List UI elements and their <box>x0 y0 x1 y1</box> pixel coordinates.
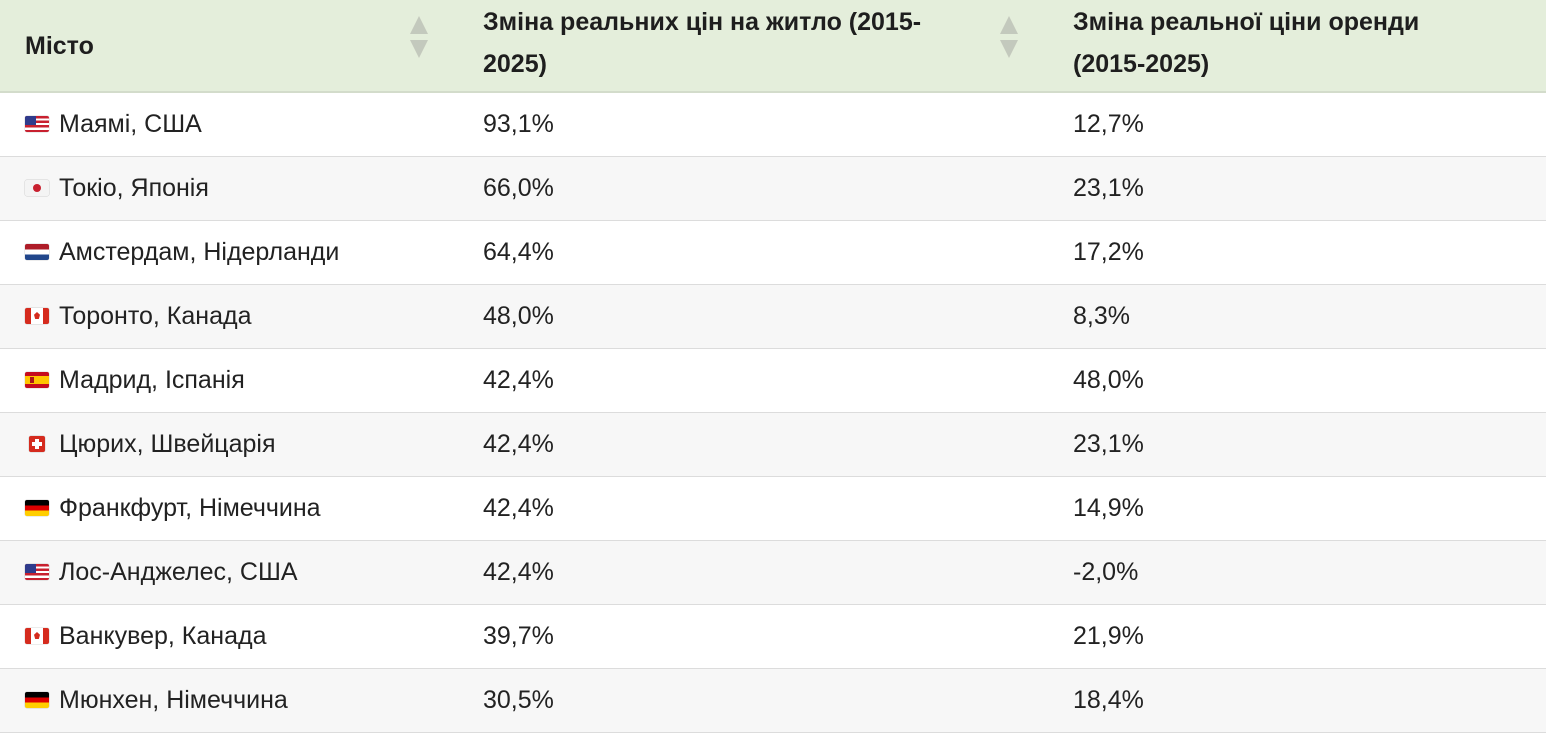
rent-change-cell: 23,1% <box>1048 156 1546 221</box>
city-cell: Ванкувер, Канада <box>0 604 458 669</box>
housing-change-cell: 93,1% <box>458 92 1048 157</box>
city-cell: Амстердам, Нідерланди <box>0 220 458 285</box>
city-cell: Мадрид, Іспанія <box>0 348 458 413</box>
de-flag-icon <box>25 692 49 708</box>
rent-change-cell: -2,0% <box>1048 540 1546 605</box>
housing-change-cell: 66,0% <box>458 156 1048 221</box>
column-header-label: Місто <box>25 31 94 60</box>
city-name: Цюрих, Швейцарія <box>59 429 276 458</box>
table-row: Мадрид, Іспанія 42,4% 48,0% <box>0 348 1546 413</box>
city-cell: Франкфурт, Німеччина <box>0 476 458 541</box>
column-header-city[interactable]: Місто <box>0 0 458 93</box>
ca-flag-icon <box>25 628 49 644</box>
sort-arrows-icon[interactable] <box>410 16 430 60</box>
ca-flag-icon <box>25 308 49 324</box>
housing-change-cell: 42,4% <box>458 412 1048 477</box>
column-header-label: Зміна реальної ціни оренди (2015-2025) <box>1073 7 1420 78</box>
us-flag-icon <box>25 116 49 133</box>
housing-change-cell: 48,0% <box>458 284 1048 349</box>
city-name: Мадрид, Іспанія <box>59 365 245 394</box>
column-header-housing-change[interactable]: Зміна реальних цін на житло (2015-2025) <box>458 0 1048 93</box>
city-name: Лос-Анджелес, США <box>59 557 298 586</box>
city-name: Франкфурт, Німеччина <box>59 493 321 522</box>
jp-flag-icon <box>25 180 49 196</box>
housing-change-cell: 42,4% <box>458 540 1048 605</box>
sort-ascending-icon[interactable] <box>410 16 428 34</box>
sort-ascending-icon[interactable] <box>1000 16 1018 34</box>
de-flag-icon <box>25 500 49 516</box>
housing-change-cell: 42,4% <box>458 348 1048 413</box>
rent-change-cell: 21,9% <box>1048 604 1546 669</box>
housing-change-cell: 30,5% <box>458 668 1048 733</box>
rent-change-cell: 18,4% <box>1048 668 1546 733</box>
table-header-row: Місто Зміна реальних цін на житло (2015-… <box>0 0 1546 93</box>
rent-change-cell: 12,7% <box>1048 92 1546 157</box>
column-header-label: Зміна реальних цін на житло (2015-2025) <box>483 7 922 78</box>
table-row: Мюнхен, Німеччина 30,5% 18,4% <box>0 668 1546 733</box>
rent-change-cell: 17,2% <box>1048 220 1546 285</box>
table-row: Франкфурт, Німеччина 42,4% 14,9% <box>0 476 1546 541</box>
city-name: Ванкувер, Канада <box>59 621 267 650</box>
city-name: Маямі, США <box>59 109 202 138</box>
sort-arrows-icon[interactable] <box>1000 16 1020 60</box>
table-row: Амстердам, Нідерланди 64,4% 17,2% <box>0 220 1546 285</box>
us-flag-icon <box>25 564 49 580</box>
housing-change-cell: 42,4% <box>458 476 1048 541</box>
city-name: Торонто, Канада <box>59 301 252 330</box>
column-header-rent-change[interactable]: Зміна реальної ціни оренди (2015-2025) <box>1048 0 1546 93</box>
rent-change-cell: 14,9% <box>1048 476 1546 541</box>
rent-change-cell: 23,1% <box>1048 412 1546 477</box>
table-row: Цюрих, Швейцарія 42,4% 23,1% <box>0 412 1546 477</box>
ch-flag-icon <box>29 436 45 452</box>
nl-flag-icon <box>25 244 49 260</box>
city-name: Токіо, Японія <box>59 173 209 202</box>
city-cell: Маямі, США <box>0 92 458 157</box>
city-cell: Лос-Анджелес, США <box>0 540 458 605</box>
table-row: Токіо, Японія 66,0% 23,1% <box>0 156 1546 221</box>
rent-change-cell: 48,0% <box>1048 348 1546 413</box>
city-cell: Торонто, Канада <box>0 284 458 349</box>
table-row: Ванкувер, Канада 39,7% 21,9% <box>0 604 1546 669</box>
sort-descending-icon[interactable] <box>410 40 428 58</box>
city-cell: Мюнхен, Німеччина <box>0 668 458 733</box>
sort-descending-icon[interactable] <box>1000 40 1018 58</box>
housing-change-cell: 39,7% <box>458 604 1048 669</box>
es-flag-icon <box>25 372 49 388</box>
city-name: Мюнхен, Німеччина <box>59 685 288 714</box>
city-cell: Токіо, Японія <box>0 156 458 221</box>
rent-change-cell: 8,3% <box>1048 284 1546 349</box>
housing-change-cell: 64,4% <box>458 220 1048 285</box>
city-name: Амстердам, Нідерланди <box>59 237 340 266</box>
table-row: Маямі, США 93,1% 12,7% <box>0 92 1546 157</box>
table-row: Лос-Анджелес, США 42,4% -2,0% <box>0 540 1546 605</box>
table-row: Торонто, Канада 48,0% 8,3% <box>0 284 1546 349</box>
city-cell: Цюрих, Швейцарія <box>0 412 458 477</box>
